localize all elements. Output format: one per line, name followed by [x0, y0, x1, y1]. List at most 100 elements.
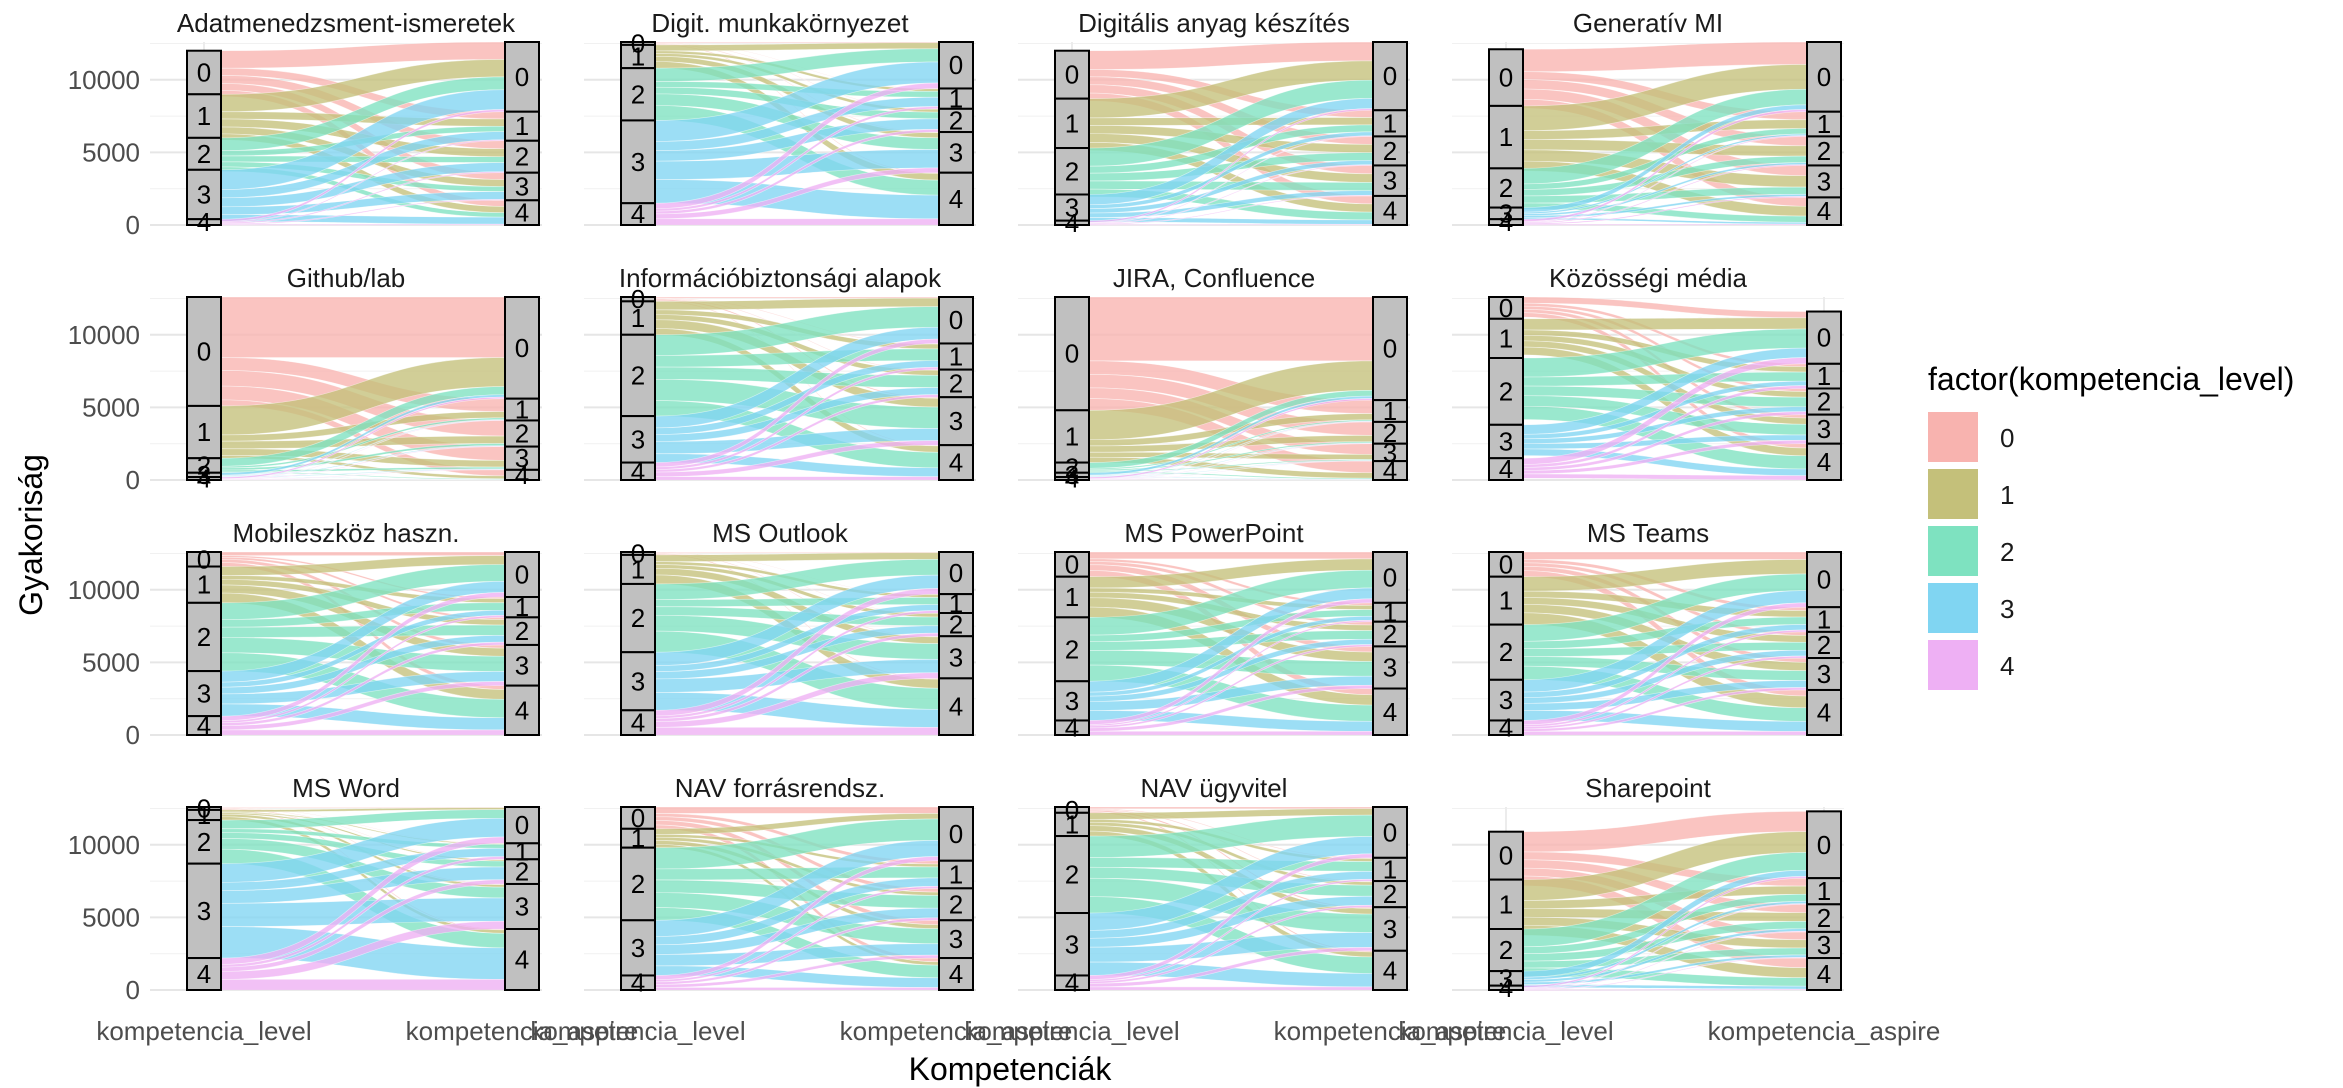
stratum-label: 1 — [515, 395, 529, 425]
y-tick-label: 0 — [126, 720, 140, 750]
stratum-label: 4 — [1065, 968, 1079, 998]
stratum-label: 0 — [631, 28, 645, 58]
stratum-label: 3 — [1383, 914, 1397, 944]
x-tick-label: kompetencia_aspire — [1708, 1016, 1941, 1046]
legend-label: 0 — [2000, 423, 2014, 453]
legend-swatch — [1928, 583, 1978, 633]
flow-group — [654, 551, 940, 736]
stratum-label: 4 — [1817, 959, 1831, 989]
facet-title: Sharepoint — [1585, 773, 1712, 803]
stratum-label: 0 — [1499, 293, 1513, 323]
flow-ribbon — [1522, 731, 1808, 736]
stratum-box — [1806, 688, 1842, 737]
stratum-label: 2 — [1817, 630, 1831, 660]
stratum-label: 4 — [631, 708, 645, 738]
legend-label: 1 — [2000, 480, 2014, 510]
stratum-label: 3 — [949, 642, 963, 672]
flow-ribbon — [1522, 223, 1808, 226]
stratum-label: 3 — [515, 443, 529, 473]
y-tick-label: 0 — [126, 975, 140, 1005]
stratum-label: 2 — [1817, 387, 1831, 417]
stratum-label: 4 — [515, 460, 529, 490]
stratum-box — [186, 296, 222, 407]
stratum-label: 3 — [949, 406, 963, 436]
facet-title: Mobileszköz haszn. — [233, 518, 460, 548]
y-tick-label: 10000 — [68, 65, 140, 95]
stratum-label: 4 — [1383, 456, 1397, 486]
stratum-label: 3 — [1817, 414, 1831, 444]
stratum-box — [1488, 984, 1524, 992]
stratum-box — [1372, 620, 1408, 648]
stratum-label: 2 — [631, 360, 645, 390]
stratum-box — [1488, 357, 1524, 426]
stratum-label: 0 — [197, 336, 211, 366]
y-tick-label: 10000 — [68, 320, 140, 350]
stratum-label: 0 — [1383, 562, 1397, 592]
stratum-label: 4 — [1065, 208, 1079, 238]
stratum-box — [938, 887, 974, 922]
stratum-label: 3 — [1499, 427, 1513, 457]
stratum-box — [1372, 906, 1408, 952]
flow-ribbon — [1522, 551, 1808, 560]
stratum-box — [1372, 109, 1408, 138]
y-tick-label: 5000 — [82, 647, 140, 677]
stratum-box — [1372, 164, 1408, 197]
stratum-label: 4 — [1383, 955, 1397, 985]
flow-group — [1522, 551, 1808, 736]
stratum-label: 3 — [1065, 686, 1079, 716]
stratum-label: 0 — [1499, 841, 1513, 871]
stratum-label: 1 — [631, 554, 645, 584]
stratum-box — [1372, 645, 1408, 690]
flow-ribbon — [654, 987, 940, 991]
stratum-box — [1488, 457, 1524, 482]
stratum-box — [620, 202, 656, 226]
stratum-label: 4 — [515, 945, 529, 975]
stratum-label: 0 — [197, 793, 211, 823]
stratum-label: 4 — [1383, 195, 1397, 225]
stratum-box — [186, 957, 222, 991]
stratum-box — [186, 168, 222, 221]
stratum-box — [186, 715, 222, 736]
stratum-box — [504, 928, 540, 991]
x-tick-label: kompetencia_aspire — [840, 1016, 1073, 1046]
stratum-box — [938, 551, 974, 596]
stratum-label: 1 — [1817, 876, 1831, 906]
stratum-label: 0 — [1817, 830, 1831, 860]
legend-title: factor(kompetencia_level) — [1928, 361, 2294, 397]
stratum-box — [504, 684, 540, 736]
y-tick-label: 5000 — [82, 137, 140, 167]
stratum-label: 3 — [1499, 963, 1513, 993]
stratum-label: 3 — [631, 424, 645, 454]
stratum-box — [620, 582, 656, 654]
stratum-label: 4 — [515, 198, 529, 228]
stratum-box — [1806, 442, 1842, 482]
stratum-label: 2 — [197, 622, 211, 652]
flow-ribbon — [220, 979, 506, 991]
stratum-box — [1372, 135, 1408, 167]
stratum-label: 4 — [197, 711, 211, 741]
stratum-label: 0 — [515, 810, 529, 840]
stratum-box — [1054, 476, 1090, 482]
flow-ribbon — [220, 296, 506, 358]
stratum-label: 4 — [1499, 973, 1513, 1003]
flow-ribbon — [1088, 223, 1374, 226]
legend-swatch — [1928, 526, 1978, 576]
stratum-box — [1054, 912, 1090, 977]
stratum-label: 0 — [949, 50, 963, 80]
stratum-box — [1488, 167, 1524, 209]
stratum-box — [1372, 806, 1408, 859]
x-tick-label: kompetencia_level — [1398, 1016, 1613, 1046]
stratum-label: 4 — [1065, 464, 1079, 494]
legend-label: 4 — [2000, 651, 2014, 681]
stratum-label: 1 — [949, 589, 963, 619]
y-tick-label: 0 — [126, 210, 140, 240]
stratum-box — [1806, 387, 1842, 416]
stratum-box — [1054, 680, 1090, 722]
stratum-label: 0 — [1065, 795, 1079, 825]
stratum-label: 4 — [197, 464, 211, 494]
